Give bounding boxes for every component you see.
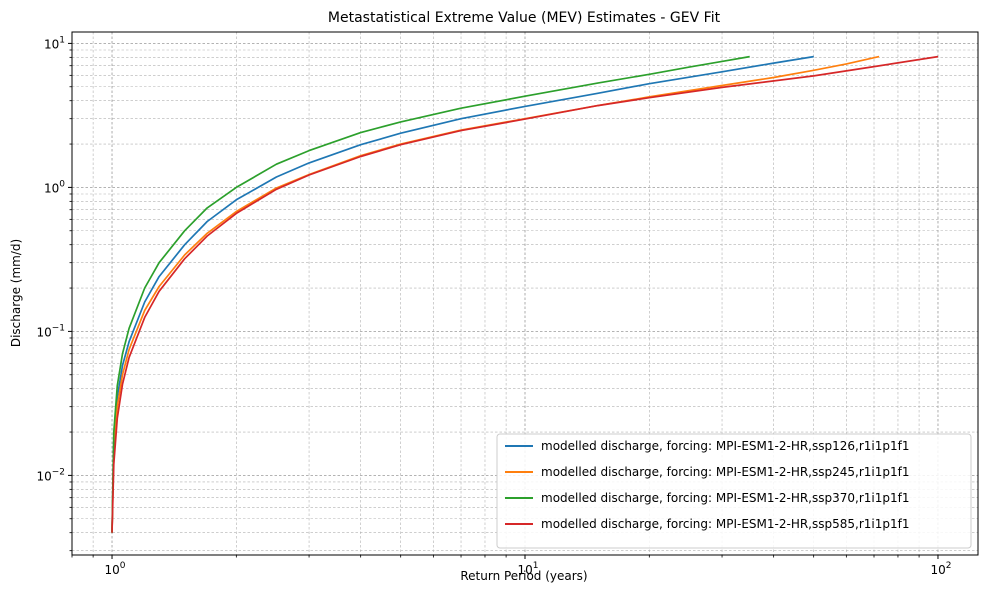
series-line-1	[111, 55, 814, 533]
legend-entry: modelled discharge, forcing: MPI-ESM1-2-…	[505, 491, 909, 505]
legend-label: modelled discharge, forcing: MPI-ESM1-2-…	[541, 491, 909, 505]
x-axis-title: Return Period (years)	[460, 569, 587, 583]
legend-entry: modelled discharge, forcing: MPI-ESM1-2-…	[505, 465, 909, 479]
x-tick-label: 101	[517, 561, 538, 577]
series-line-3	[111, 55, 750, 533]
x-tick-label: 100	[105, 561, 126, 577]
chart-title: Metastatistical Extreme Value (MEV) Esti…	[328, 10, 721, 26]
y-tick-label: 10−2	[36, 467, 65, 483]
legend-label: modelled discharge, forcing: MPI-ESM1-2-…	[541, 465, 909, 479]
y-tick-label: 100	[44, 179, 65, 195]
y-tick-label: 10−1	[36, 323, 65, 339]
axis-ticks: 100 101 102 10−2 10−1 100 101	[36, 35, 951, 577]
legend-entry: modelled discharge, forcing: MPI-ESM1-2-…	[505, 517, 909, 531]
y-tick-label: 101	[44, 35, 65, 51]
x-tick-label: 102	[930, 561, 951, 577]
y-axis-title: Discharge (mm/d)	[9, 239, 23, 347]
legend-frame	[496, 433, 972, 549]
legend-label: modelled discharge, forcing: MPI-ESM1-2-…	[541, 517, 909, 531]
series-line-4	[111, 55, 939, 533]
legend-entry: modelled discharge, forcing: MPI-ESM1-2-…	[505, 439, 909, 453]
legend: modelled discharge, forcing: MPI-ESM1-2-…	[496, 433, 972, 549]
series-lines	[111, 55, 939, 533]
legend-label: modelled discharge, forcing: MPI-ESM1-2-…	[541, 439, 909, 453]
